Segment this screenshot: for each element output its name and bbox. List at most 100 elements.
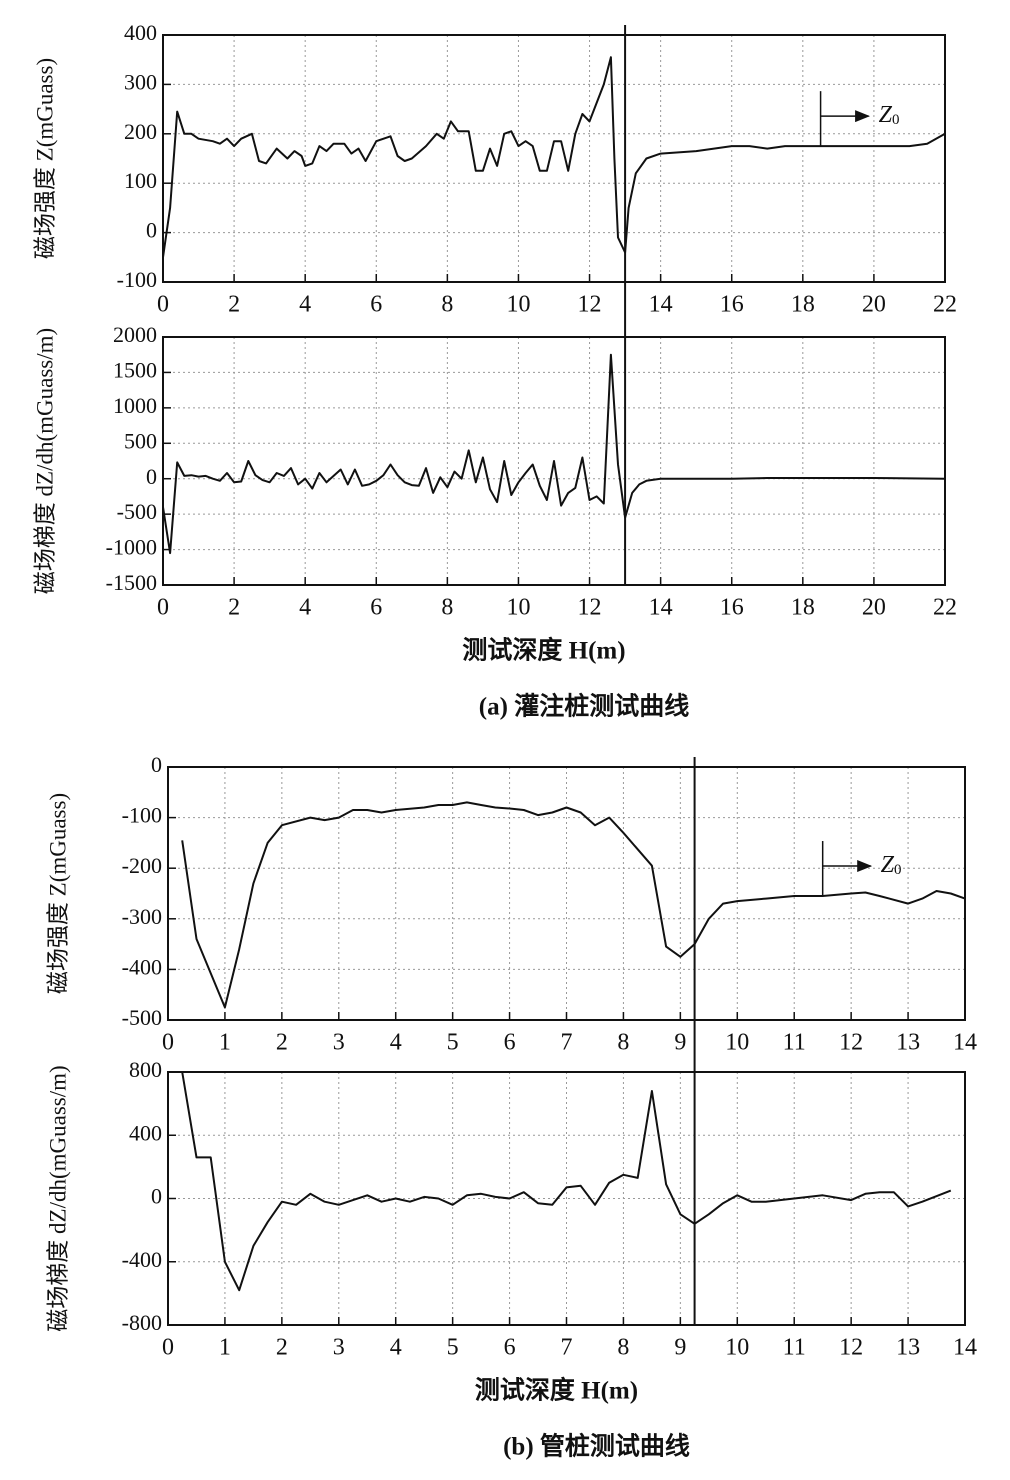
x-tick-label: 3 [333, 1030, 345, 1056]
x-tick-label: 4 [390, 1335, 402, 1361]
x-tick-label: 7 [561, 1335, 573, 1361]
y-tick-label: 0 [151, 1184, 162, 1209]
y-tick-label: 300 [124, 69, 157, 94]
x-tick-label: 6 [504, 1030, 516, 1056]
x-tick-label: 0 [157, 595, 169, 621]
y-tick-label: 0 [146, 218, 157, 243]
x-tick-label: 9 [674, 1335, 686, 1361]
y-tick-label: -800 [122, 1310, 162, 1335]
x-tick-label: 14 [649, 292, 673, 318]
y-tick-label: 0 [151, 752, 162, 777]
y-axis-label: 磁场强度 Z(mGuass) [32, 58, 57, 259]
annotation: Z0 [879, 102, 900, 129]
annotation-text: Z [881, 852, 895, 878]
x-tick-label: 12 [839, 1030, 863, 1056]
x-tick-label: 12 [578, 595, 602, 621]
y-tick-label: -500 [117, 499, 157, 524]
y-tick-label: 1500 [113, 357, 157, 382]
x-axis-label: 测试深度 H(m) [462, 636, 625, 665]
x-tick-label: 14 [649, 595, 673, 621]
x-tick-label: 14 [953, 1335, 977, 1361]
y-tick-label: -1500 [106, 570, 157, 595]
y-tick-label: -100 [122, 803, 162, 828]
x-tick-label: 12 [839, 1335, 863, 1361]
x-tick-label: 16 [720, 595, 744, 621]
x-tick-label: 20 [862, 595, 886, 621]
x-tick-label: 6 [504, 1335, 516, 1361]
x-tick-label: 4 [299, 292, 311, 318]
x-tick-label: 8 [441, 595, 453, 621]
y-tick-label: 100 [124, 168, 157, 193]
annotation-subscript: 0 [892, 113, 900, 129]
x-tick-label: 11 [783, 1030, 806, 1056]
y-tick-label: -400 [122, 954, 162, 979]
plot-frame [167, 1071, 966, 1326]
x-tick-label: 10 [506, 292, 530, 318]
y-tick-label: 200 [124, 119, 157, 144]
data-line [181, 1071, 952, 1292]
x-tick-label: 10 [725, 1030, 749, 1056]
x-tick-label: 18 [791, 292, 815, 318]
y-axis-label: 磁场梯度 dZ/dh(mGuass/m) [32, 328, 57, 594]
x-tick-label: 2 [276, 1030, 288, 1056]
caption: (b) 管桩测试曲线 [503, 1432, 690, 1461]
x-tick-label: 9 [674, 1030, 686, 1056]
x-tick-label: 0 [162, 1335, 174, 1361]
y-tick-label: 0 [146, 464, 157, 489]
x-axis-label: 测试深度 H(m) [475, 1376, 638, 1405]
x-tick-label: 8 [617, 1335, 629, 1361]
x-tick-label: 16 [720, 292, 744, 318]
y-tick-label: -200 [122, 853, 162, 878]
y-tick-label: 500 [124, 428, 157, 453]
x-tick-label: 8 [617, 1030, 629, 1056]
x-tick-label: 10 [506, 595, 530, 621]
y-axis-label: 磁场梯度 dZ/dh(mGuass/m) [45, 1065, 70, 1331]
y-tick-label: 1000 [113, 393, 157, 418]
y-tick-label: 400 [124, 20, 157, 45]
y-tick-label: -400 [122, 1247, 162, 1272]
caption: (a) 灌注桩测试曲线 [479, 692, 689, 721]
annotation-text: Z [879, 102, 893, 128]
data-line [181, 801, 966, 1009]
x-tick-label: 10 [725, 1335, 749, 1361]
x-tick-label: 1 [219, 1335, 231, 1361]
x-tick-label: 7 [561, 1030, 573, 1056]
x-tick-label: 5 [447, 1335, 459, 1361]
x-tick-label: 18 [791, 595, 815, 621]
y-tick-label: -300 [122, 904, 162, 929]
data-line [162, 353, 946, 555]
x-tick-label: 13 [896, 1335, 920, 1361]
plot-frame [162, 34, 946, 283]
x-tick-label: 0 [162, 1030, 174, 1056]
y-tick-label: -100 [117, 267, 157, 292]
y-tick-label: 400 [129, 1120, 162, 1145]
x-tick-label: 13 [896, 1030, 920, 1056]
y-axis-label: 磁场强度 Z(mGuass) [45, 793, 70, 994]
y-tick-label: 800 [129, 1057, 162, 1082]
x-tick-label: 3 [333, 1335, 345, 1361]
y-tick-label: -1000 [106, 535, 157, 560]
x-tick-label: 11 [783, 1335, 806, 1361]
y-tick-label: 2000 [113, 322, 157, 347]
x-tick-label: 22 [933, 595, 957, 621]
x-tick-label: 6 [370, 595, 382, 621]
plot-frame [167, 766, 966, 1021]
x-tick-label: 0 [157, 292, 169, 318]
annotation-subscript: 0 [894, 862, 902, 878]
x-tick-label: 1 [219, 1030, 231, 1056]
x-tick-label: 2 [228, 595, 240, 621]
x-tick-label: 14 [953, 1030, 977, 1056]
x-tick-label: 2 [276, 1335, 288, 1361]
x-tick-label: 20 [862, 292, 886, 318]
x-tick-label: 4 [390, 1030, 402, 1056]
y-tick-label: -500 [122, 1005, 162, 1030]
plot-frame [162, 336, 946, 586]
x-tick-label: 8 [441, 292, 453, 318]
x-tick-label: 2 [228, 292, 240, 318]
x-tick-label: 12 [578, 292, 602, 318]
data-line [162, 56, 946, 258]
x-tick-label: 4 [299, 595, 311, 621]
x-tick-label: 6 [370, 292, 382, 318]
annotation: Z0 [881, 852, 902, 879]
